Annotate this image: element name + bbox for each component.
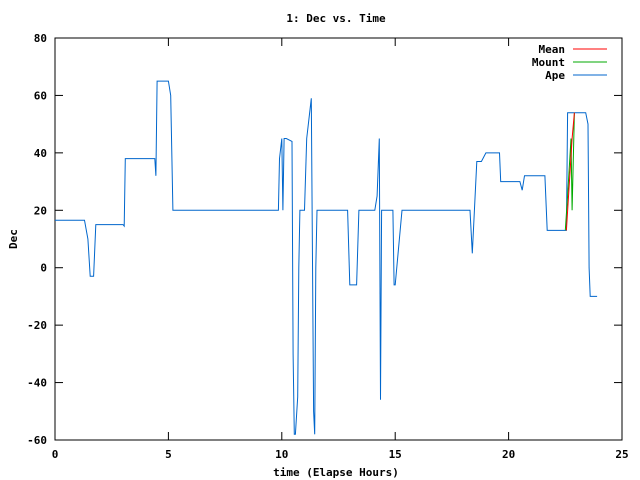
x-tick-label: 10: [275, 448, 288, 461]
plot-frame: [54, 37, 623, 441]
x-tick-label: 15: [389, 448, 402, 461]
x-tick-label: 0: [52, 448, 59, 461]
chart-title: 1: Dec vs. Time: [286, 12, 386, 25]
series-line-mean: [565, 112, 575, 231]
series-lines: [55, 80, 598, 435]
y-tick-label: 0: [40, 262, 47, 275]
x-tick-label: 5: [165, 448, 172, 461]
x-axis-label: time (Elapse Hours): [273, 466, 399, 479]
y-tick-labels: -60 -40 -20 0 20 40 60 80: [27, 32, 47, 447]
y-tick-label: -20: [27, 319, 47, 332]
series-line-mount: [564, 112, 575, 231]
x-tick-label: 25: [615, 448, 628, 461]
y-tick-label: -40: [27, 377, 47, 390]
x-tick-label: 20: [502, 448, 515, 461]
y-tick-label: 80: [34, 32, 47, 45]
y-axis-label: Dec: [7, 229, 20, 249]
y-tick-label: 20: [34, 204, 47, 217]
legend-label-mount: Mount: [532, 56, 565, 69]
legend-label-mean: Mean: [539, 43, 566, 56]
series-line-ape: [55, 80, 598, 435]
tick-marks: [54, 37, 623, 441]
legend-label-ape: Ape: [545, 69, 565, 82]
y-tick-label: 60: [34, 89, 47, 102]
x-tick-labels: 0 5 10 15 20 25: [52, 448, 629, 461]
y-tick-label: -60: [27, 434, 47, 447]
y-tick-label: 40: [34, 147, 47, 160]
